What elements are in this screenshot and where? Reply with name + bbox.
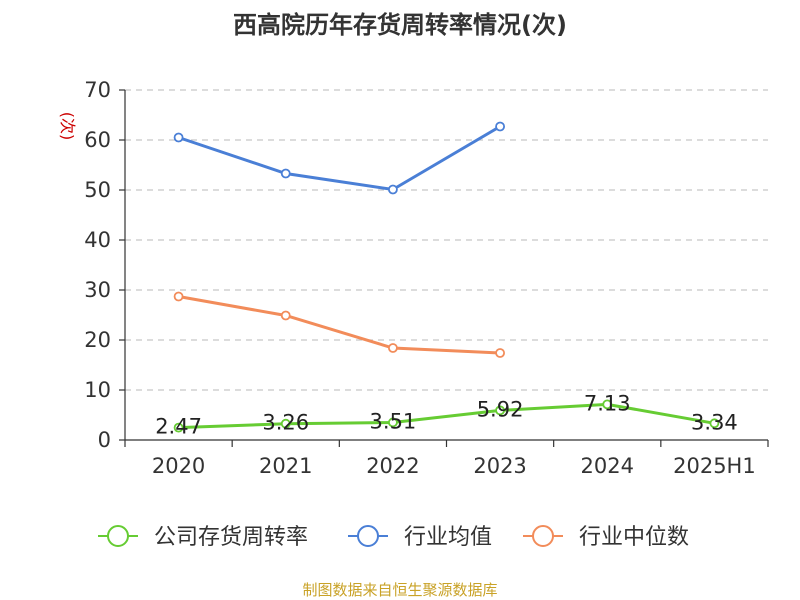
series-line-1 <box>178 125 501 192</box>
data-label: 3.51 <box>370 409 417 433</box>
y-tick-label: 40 <box>84 228 111 252</box>
x-tick-label: 2022 <box>366 454 419 478</box>
data-label: 5.92 <box>477 397 524 421</box>
y-tick-label: 20 <box>84 328 111 352</box>
x-tick-label: 2023 <box>473 454 526 478</box>
data-label: 2.47 <box>155 415 202 439</box>
x-tick-label: 2024 <box>581 454 634 478</box>
data-point <box>388 343 398 353</box>
source-note: 制图数据来自恒生聚源数据库 <box>302 581 497 599</box>
x-tick-label: 2021 <box>259 454 312 478</box>
y-tick-label: 50 <box>84 178 111 202</box>
data-point <box>495 405 505 416</box>
series-line-0 <box>178 402 715 430</box>
chart-title: 西高院历年存货周转率情况(次) <box>233 11 567 39</box>
y-tick-label: 0 <box>98 428 111 452</box>
legend-label: 行业中位数 <box>579 525 689 550</box>
legend-marker <box>107 525 129 547</box>
legend-label: 公司存货周转率 <box>154 525 308 550</box>
legend-marker <box>532 525 554 547</box>
data-point <box>280 168 291 179</box>
series-line-2 <box>178 295 501 355</box>
data-label: 3.34 <box>691 410 738 434</box>
y-tick-label: 70 <box>84 78 111 102</box>
data-point <box>495 121 505 132</box>
data-point <box>173 132 184 143</box>
data-point <box>280 418 291 429</box>
data-point <box>173 422 184 433</box>
y-tick-label: 60 <box>84 128 111 152</box>
axes: 0 10 20 30 40 50 60 70 2020 2021 2022 2023 2024 2025H… <box>84 78 769 478</box>
x-tick-label: 2020 <box>152 454 205 478</box>
data-point <box>388 184 398 195</box>
series: 2.47 3.26 3.51 5.92 7.13 3.34 <box>155 121 738 439</box>
data-label: 3.26 <box>262 411 309 435</box>
data-point <box>602 399 613 410</box>
data-point <box>280 310 291 321</box>
y-axis-unit-label: (次) <box>58 112 77 141</box>
y-tick-label: 30 <box>84 278 111 302</box>
legend-marker <box>357 525 379 547</box>
y-tick-label: 10 <box>84 378 111 402</box>
data-point <box>388 417 398 428</box>
data-point <box>495 348 505 358</box>
data-point <box>709 418 720 429</box>
legend: 公司存货周转率 行业均值 行业中位数 <box>98 525 689 550</box>
data-label: 7.13 <box>584 391 631 415</box>
data-point <box>173 291 184 302</box>
legend-label: 行业均值 <box>404 525 492 550</box>
x-tick-label: 2025H1 <box>673 454 756 478</box>
grid-lines <box>125 89 768 391</box>
